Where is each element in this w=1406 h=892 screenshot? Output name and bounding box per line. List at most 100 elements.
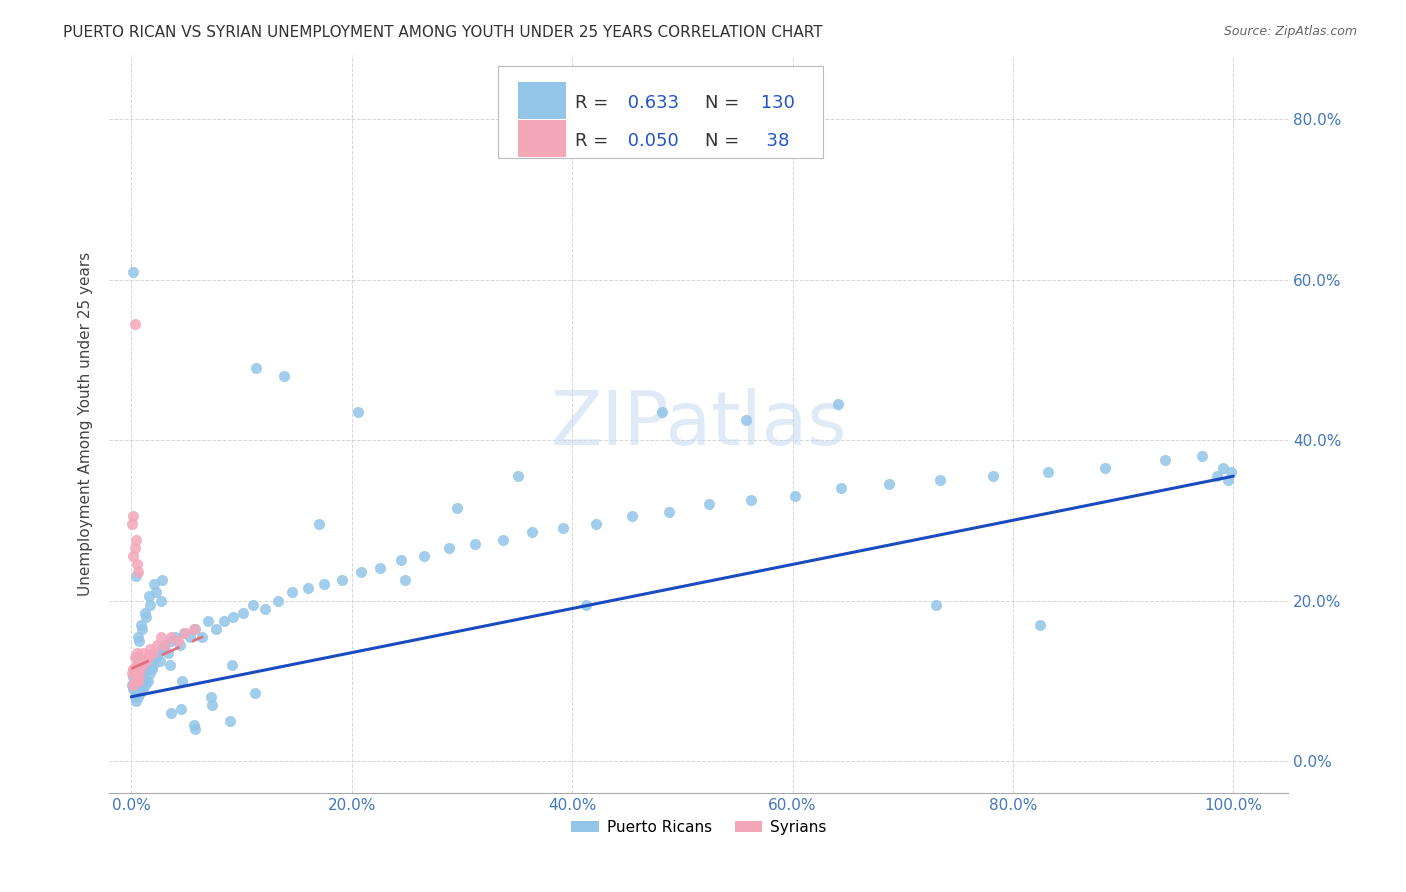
Point — [205, 622, 228, 636]
Text: N =: N = — [704, 94, 740, 112]
Point — [127, 662, 149, 676]
Point — [125, 686, 148, 700]
Point — [620, 509, 643, 524]
Point — [830, 481, 852, 495]
Text: ZIPatlas: ZIPatlas — [551, 387, 846, 460]
Point — [184, 722, 207, 736]
Point — [165, 630, 187, 644]
Point — [129, 670, 152, 684]
Point — [242, 598, 264, 612]
Point — [128, 657, 150, 672]
Point — [139, 598, 162, 612]
Point — [245, 360, 267, 375]
Point — [128, 673, 150, 688]
Point — [138, 662, 160, 676]
Point — [740, 493, 762, 508]
Text: 0.050: 0.050 — [623, 133, 679, 151]
Point — [314, 577, 336, 591]
Y-axis label: Unemployment Among Youth under 25 years: Unemployment Among Youth under 25 years — [79, 252, 93, 596]
Point — [127, 690, 149, 704]
Point — [179, 630, 201, 644]
Point — [925, 598, 948, 612]
Point — [1212, 461, 1234, 475]
Point — [169, 638, 191, 652]
Point — [697, 497, 720, 511]
Point — [125, 569, 148, 583]
Point — [149, 654, 172, 668]
Point — [464, 537, 486, 551]
Point — [1220, 465, 1243, 479]
Point — [125, 665, 148, 680]
Point — [347, 405, 370, 419]
Point — [124, 673, 146, 688]
Point — [134, 606, 156, 620]
Text: 130: 130 — [755, 94, 796, 112]
Point — [506, 469, 529, 483]
Point — [139, 654, 162, 668]
Point — [155, 638, 177, 652]
Point — [125, 657, 148, 672]
Point — [132, 646, 155, 660]
Point — [183, 718, 205, 732]
Point — [159, 657, 181, 672]
Point — [125, 673, 148, 688]
Point — [124, 317, 146, 331]
Point — [131, 622, 153, 636]
Point — [135, 662, 157, 676]
Point — [135, 654, 157, 668]
Text: R =: R = — [575, 94, 609, 112]
Point — [160, 633, 183, 648]
Point — [219, 714, 242, 728]
Point — [879, 477, 901, 491]
Point — [156, 646, 179, 660]
Point — [131, 657, 153, 672]
Point — [446, 501, 468, 516]
Point — [125, 657, 148, 672]
Point — [575, 598, 598, 612]
FancyBboxPatch shape — [498, 66, 823, 159]
Point — [522, 525, 544, 540]
Point — [553, 521, 575, 535]
Point — [735, 413, 758, 427]
Point — [139, 641, 162, 656]
Point — [651, 405, 673, 419]
Point — [128, 633, 150, 648]
Point — [125, 670, 148, 684]
Point — [125, 649, 148, 664]
Point — [129, 662, 152, 676]
Point — [129, 617, 152, 632]
Point — [150, 641, 173, 656]
Point — [330, 574, 353, 588]
Point — [129, 681, 152, 696]
Point — [212, 614, 235, 628]
Point — [437, 541, 460, 556]
Point — [121, 517, 143, 532]
Point — [1029, 617, 1052, 632]
Point — [129, 654, 152, 668]
Point — [124, 649, 146, 664]
Point — [127, 566, 149, 580]
Point — [142, 646, 165, 660]
Point — [129, 662, 152, 676]
Point — [125, 670, 148, 684]
Point — [122, 678, 145, 692]
Point — [658, 505, 681, 519]
Point — [349, 566, 371, 580]
Point — [125, 646, 148, 660]
Point — [125, 681, 148, 696]
Point — [135, 609, 157, 624]
Point — [1094, 461, 1116, 475]
Point — [308, 517, 330, 532]
Point — [1205, 469, 1227, 483]
Point — [150, 593, 173, 607]
Point — [173, 625, 195, 640]
Point — [200, 690, 222, 704]
Point — [281, 585, 304, 599]
Point — [122, 549, 145, 564]
Point — [121, 665, 143, 680]
Point — [585, 517, 607, 532]
Point — [131, 665, 153, 680]
Point — [166, 633, 188, 648]
Point — [122, 681, 145, 696]
Text: N =: N = — [704, 133, 740, 151]
